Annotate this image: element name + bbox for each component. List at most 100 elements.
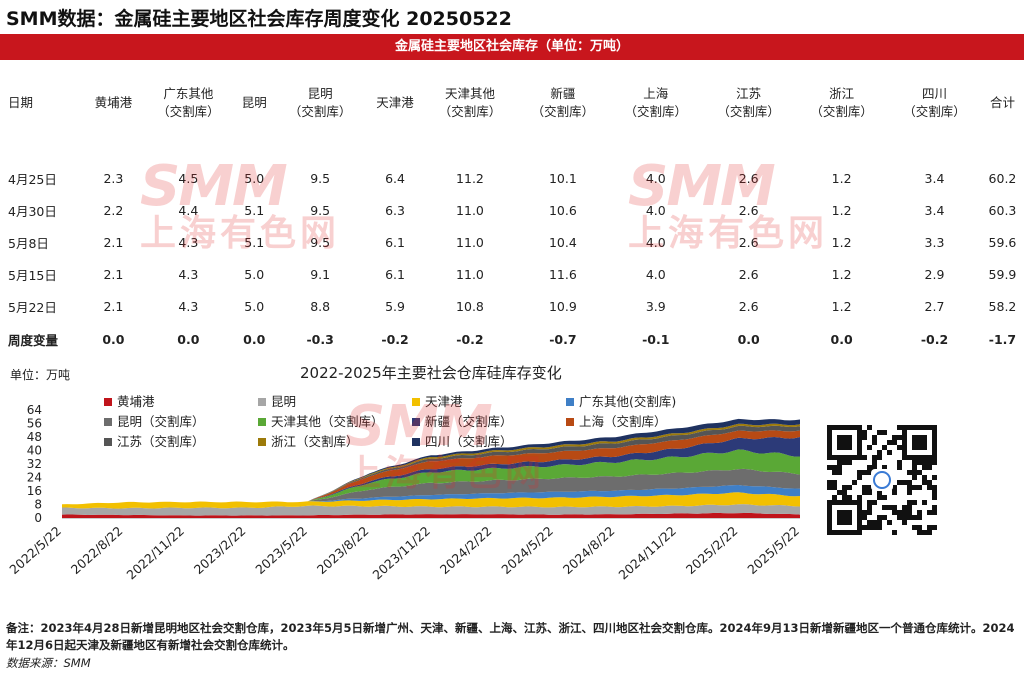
table-cell: 2.6	[738, 202, 759, 218]
weekly-change-row: 周度变量 0.0 0.0 0.0 -0.3 -0.2 -0.2 -0.7 -0.1 0.0 0.0 -…	[0, 322, 1024, 356]
series-area	[62, 430, 800, 505]
table-cell: 5.0	[244, 170, 265, 186]
table-cell: 10.6	[548, 202, 577, 218]
column-header: 合计	[989, 95, 1015, 110]
table-cell: 2.3	[103, 170, 124, 186]
x-tick-label: 2022/8/22	[68, 523, 126, 577]
page-title: SMM数据：金属硅主要地区社会库存周度变化 20250522	[6, 8, 512, 30]
column-header: 昆明 （交割库）	[288, 86, 352, 119]
x-tick-label: 2024/11/22	[615, 523, 679, 582]
table-cell: 11.0	[456, 202, 484, 218]
y-tick-label: 40	[27, 444, 42, 458]
table-cell: 0.0	[102, 331, 125, 347]
table-row: 5月15日 2.1 4.3 5.0 9.1 6.1 11.0 11.6 4.0 2.6 1.2 2.9…	[0, 258, 1024, 290]
table-cell: 6.1	[385, 266, 405, 282]
column-header: 天津其他 （交割库）	[438, 86, 502, 119]
chart-unit-label: 单位：万吨	[10, 368, 71, 382]
legend-swatch	[412, 438, 420, 446]
legend-swatch	[258, 438, 266, 446]
table-cell: -0.2	[456, 331, 484, 347]
table-cell: 11.2	[456, 170, 484, 186]
table-cell: 9.5	[310, 234, 331, 250]
table-cell: 5.9	[385, 298, 405, 314]
column-header: 新疆 （交割库）	[531, 86, 595, 119]
table-cell: 2.6	[738, 266, 759, 282]
table-cell: 0.0	[830, 331, 853, 347]
legend-swatch	[412, 418, 420, 426]
table-cell: 2.1	[103, 266, 124, 282]
y-tick-label: 8	[34, 498, 42, 512]
legend-swatch	[412, 398, 420, 406]
column-header: 上海 （交割库）	[624, 86, 688, 119]
qr-code-image	[827, 425, 937, 535]
y-tick-label: 56	[27, 417, 42, 431]
series-area	[62, 425, 800, 505]
table-cell: 1.2	[831, 170, 852, 186]
series-area	[62, 468, 800, 505]
table-cell: 11.0	[456, 234, 484, 250]
column-header: 浙江 （交割库）	[810, 86, 873, 119]
column-header: 黄埔港	[94, 95, 133, 110]
legend-label: 浙江（交割库）	[271, 434, 359, 449]
legend-swatch	[566, 418, 574, 426]
table-cell: 5月22日	[8, 299, 57, 315]
table-cell: 60.2	[988, 170, 1017, 186]
table-cell: 4月25日	[8, 171, 57, 187]
x-tick-label: 2024/2/22	[437, 523, 495, 577]
table-cell: -1.7	[988, 331, 1017, 347]
table-cell: 9.5	[310, 170, 331, 186]
y-tick-label: 16	[27, 484, 42, 498]
legend-label: 上海（交割库）	[579, 414, 667, 429]
table-cell: 1.2	[831, 266, 852, 282]
column-header: 昆明	[241, 95, 267, 110]
x-tick-label: 2022/5/22	[6, 523, 64, 577]
table-row: 5月8日 2.1 4.3 5.1 9.5 6.1 11.0 10.4 4.0 2.6 1.2 3.3 5…	[0, 226, 1024, 258]
table-cell: 9.1	[310, 266, 331, 282]
table-cell: 10.1	[548, 170, 577, 186]
table-cell: 4.5	[178, 170, 199, 186]
table-cell: 4.0	[645, 266, 666, 282]
table-cell: 2.6	[738, 170, 759, 186]
table-cell: 5.0	[244, 266, 265, 282]
table-cell: 3.4	[924, 170, 945, 186]
table-cell: 6.1	[385, 234, 405, 250]
inventory-table: 日期 黄埔港 广东其他 （交割库） 昆明 昆明 （交割库） 天津港 天津其他 （交割库） 新疆 （交割…	[0, 76, 1024, 356]
column-header: 广东其他 （交割库）	[157, 86, 220, 119]
y-tick-label: 0	[34, 511, 42, 525]
table-cell: 4.0	[645, 170, 666, 186]
table-cell: 3.9	[645, 298, 666, 314]
table-cell: 8.8	[310, 298, 331, 314]
series-area	[62, 492, 800, 509]
x-tick-label: 2024/8/22	[560, 523, 618, 577]
table-cell: -0.3	[306, 331, 334, 347]
table-cell: 0.0	[737, 331, 760, 347]
legend-label: 昆明（交割库）	[117, 414, 205, 429]
table-cell: 2.1	[103, 298, 124, 314]
table-cell: 2.2	[103, 202, 124, 218]
x-tick-label: 2023/2/22	[191, 523, 249, 577]
table-cell: 2.7	[924, 298, 945, 314]
y-tick-label: 32	[27, 457, 42, 471]
legend-label: 天津港	[425, 394, 463, 409]
table-cell: -0.2	[381, 331, 409, 347]
series-area	[62, 418, 800, 505]
table-row: 4月30日 2.2 4.4 5.1 9.5 6.3 11.0 10.6 4.0 2.6 1.2 3.4…	[0, 194, 1024, 226]
table-cell: -0.2	[920, 331, 949, 347]
table-cell: 6.3	[385, 202, 405, 218]
x-tick-label: 2022/11/22	[123, 523, 187, 582]
series-area	[62, 437, 800, 505]
table-cell: 10.8	[456, 298, 484, 314]
legend-swatch	[104, 398, 112, 406]
table-cell: 0.0	[177, 331, 200, 347]
legend-label: 广东其他(交割库)	[579, 394, 676, 409]
table-cell: 59.9	[988, 266, 1017, 282]
table-cell: 10.4	[548, 234, 577, 250]
table-cell: 4月30日	[8, 203, 57, 219]
table-cell: 5月8日	[8, 235, 49, 251]
table-cell: 5.0	[244, 298, 265, 314]
series-area	[62, 512, 800, 518]
table-cell: 5.1	[244, 234, 265, 250]
table-cell: 1.2	[831, 298, 852, 314]
table-cell: 4.0	[645, 234, 666, 250]
